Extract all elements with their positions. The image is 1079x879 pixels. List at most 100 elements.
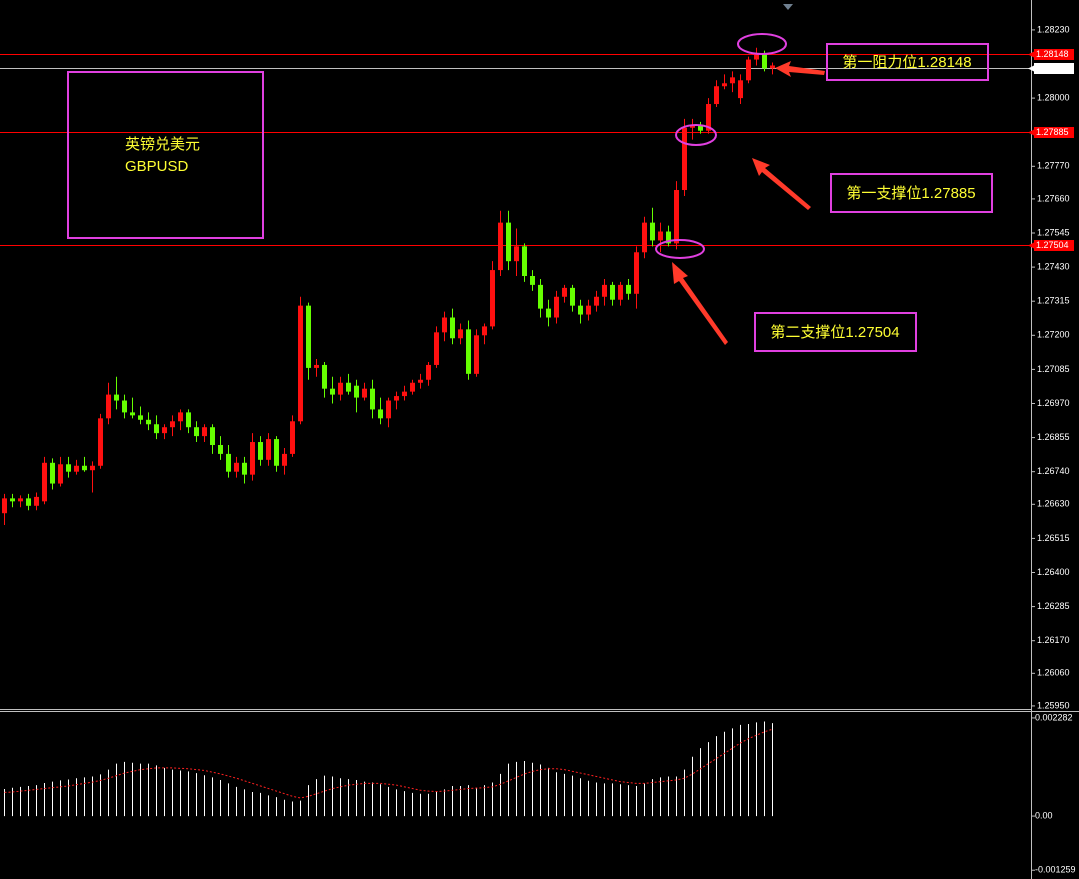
candle-body — [530, 276, 535, 285]
y-tick-label: 1.26285 — [1037, 601, 1070, 611]
candle-body — [594, 296, 599, 306]
candle-body — [106, 394, 111, 419]
signal-line — [4, 728, 773, 799]
candle-body — [82, 465, 87, 471]
price-tag-pointer — [1028, 51, 1034, 58]
y-tick-label: 1.25950 — [1037, 700, 1070, 710]
candle-body — [706, 104, 711, 131]
candle-body — [466, 329, 471, 374]
y-tick-label: 1.27085 — [1037, 364, 1070, 374]
candle-body — [506, 222, 511, 262]
candle-body — [178, 412, 183, 422]
y-tick-label: 1.28230 — [1037, 24, 1070, 34]
candle-body — [202, 427, 207, 437]
candle-body — [170, 421, 175, 428]
candle-body — [338, 382, 343, 395]
candle-body — [450, 317, 455, 339]
candle-body — [578, 305, 583, 315]
candle-body — [570, 287, 575, 306]
candle-body — [482, 326, 487, 336]
candle-body — [250, 442, 255, 475]
candle-body — [754, 53, 759, 60]
arrow — [752, 158, 811, 210]
y-tick-label: 1.26170 — [1037, 635, 1070, 645]
candle-body — [522, 246, 527, 277]
y-tick-label: 1.26740 — [1037, 466, 1070, 476]
candle-body — [346, 382, 351, 392]
candle-body — [154, 424, 159, 434]
y-tick-label: 1.27200 — [1037, 330, 1070, 340]
candle-body — [642, 222, 647, 253]
y-tick-label: 0.002282 — [1035, 712, 1073, 722]
price-tag-label: 1.28100 — [1036, 63, 1069, 73]
axis: 1.28230 1.28000 1.27770 1.27660 1.27545 1.274… — [1028, 24, 1076, 875]
y-tick-label: -0.001259 — [1035, 865, 1076, 875]
y-tick-label: 1.26400 — [1037, 567, 1070, 577]
y-tick-label: 1.26630 — [1037, 499, 1070, 509]
candle-body — [146, 419, 151, 425]
candle-body — [138, 415, 143, 420]
candles — [2, 47, 775, 526]
price-tag-label: 1.27504 — [1036, 240, 1069, 250]
arrow — [672, 262, 728, 345]
annotation-box — [826, 43, 989, 81]
candle-body — [330, 388, 335, 395]
candle-body — [418, 379, 423, 383]
candle-body — [274, 439, 279, 466]
highlight-ellipse — [675, 124, 717, 146]
candle-body — [402, 391, 407, 397]
candle-body — [458, 329, 463, 339]
candle-body — [514, 246, 519, 262]
candle-body — [34, 496, 39, 506]
y-tick-label: 1.26060 — [1037, 668, 1070, 678]
candle-body — [546, 308, 551, 318]
candle-body — [370, 388, 375, 410]
candle-body — [66, 464, 71, 472]
candle-body — [226, 453, 231, 472]
y-tick-label: 1.26855 — [1037, 432, 1070, 442]
candle-body — [386, 400, 391, 419]
candle-body — [306, 305, 311, 368]
arrow — [775, 61, 825, 77]
annotations: 英镑兑美元 GBPUSD 第一阻力位1.28148 第一支撑位1.27885 第二支撑位… — [125, 53, 976, 341]
candle-body — [434, 332, 439, 365]
candle-body — [554, 296, 559, 318]
candle-body — [426, 364, 431, 380]
candle-body — [194, 427, 199, 437]
annotation-box — [754, 312, 917, 352]
candle-body — [538, 284, 543, 309]
candle-body — [442, 317, 447, 333]
price-tag-label: 1.28148 — [1036, 49, 1069, 59]
candle-body — [394, 396, 399, 401]
annotation-shapes — [67, 33, 993, 352]
annotation-box — [830, 173, 993, 213]
price-tag — [1034, 63, 1074, 74]
candle-body — [474, 335, 479, 374]
y-tick-label: 1.28000 — [1037, 92, 1070, 102]
y-tick-label: 1.27770 — [1037, 161, 1070, 171]
candle-body — [602, 284, 607, 297]
candle-body — [10, 498, 15, 502]
shift-marker — [783, 4, 793, 10]
candle-body — [762, 53, 767, 69]
price-tag-label: 1.27885 — [1036, 127, 1069, 137]
price-tag — [1034, 49, 1074, 60]
candle-body — [674, 190, 679, 244]
price-tag — [1034, 240, 1074, 251]
candle-body — [362, 388, 367, 398]
annotation-box — [67, 71, 264, 239]
candle-body — [210, 427, 215, 446]
y-tick-label: 1.27545 — [1037, 227, 1070, 237]
candle-body — [586, 305, 591, 315]
annotation-text: 第一阻力位1.28148 — [842, 53, 971, 71]
candle-body — [714, 86, 719, 105]
price-tag-pointer — [1028, 65, 1034, 72]
candle-body — [690, 124, 695, 128]
y-tick-label: 1.27430 — [1037, 261, 1070, 271]
candle-body — [282, 453, 287, 466]
candle-body — [746, 59, 751, 81]
candle-body — [2, 498, 7, 514]
candle-body — [258, 442, 263, 460]
